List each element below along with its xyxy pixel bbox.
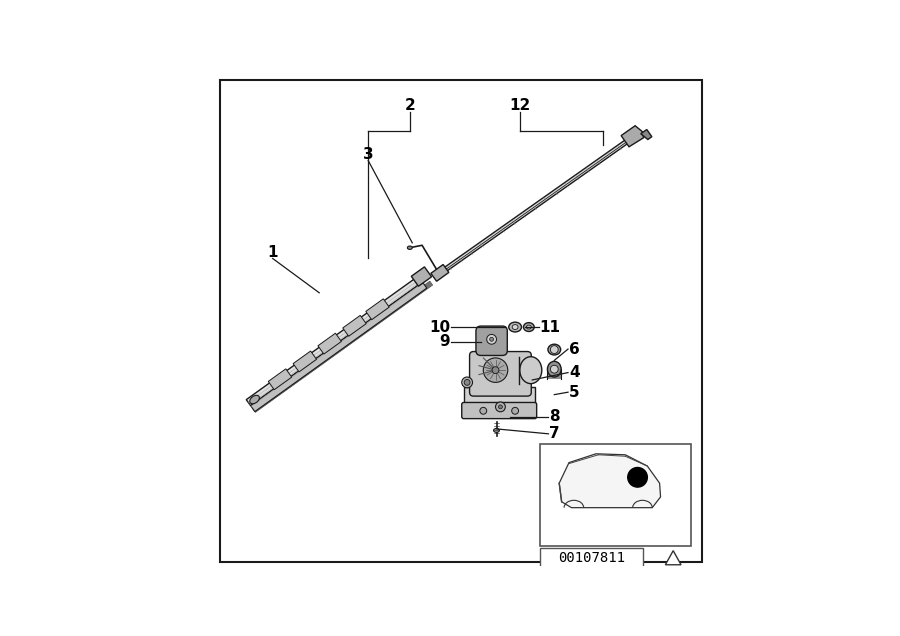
Polygon shape (464, 387, 535, 414)
Circle shape (628, 467, 647, 487)
Text: 7: 7 (549, 426, 560, 441)
Polygon shape (293, 351, 317, 372)
Polygon shape (268, 369, 292, 390)
FancyBboxPatch shape (476, 326, 508, 356)
Polygon shape (250, 282, 427, 411)
Polygon shape (247, 272, 428, 406)
Circle shape (492, 367, 499, 373)
Text: 12: 12 (509, 98, 531, 113)
Polygon shape (437, 137, 631, 276)
Circle shape (512, 408, 518, 414)
Ellipse shape (250, 396, 259, 404)
Ellipse shape (462, 377, 472, 388)
Text: 6: 6 (569, 342, 580, 357)
Ellipse shape (493, 429, 500, 432)
FancyBboxPatch shape (462, 403, 536, 418)
Polygon shape (665, 551, 681, 565)
Polygon shape (411, 267, 432, 286)
Text: 11: 11 (540, 319, 561, 335)
Circle shape (499, 405, 502, 409)
Text: 10: 10 (429, 319, 450, 335)
Ellipse shape (524, 322, 535, 331)
Text: 9: 9 (439, 335, 450, 349)
Polygon shape (621, 126, 644, 147)
Polygon shape (431, 265, 449, 281)
Circle shape (480, 408, 487, 414)
Bar (519, 357, 534, 384)
Polygon shape (365, 299, 389, 320)
Text: 3: 3 (363, 147, 374, 162)
Polygon shape (343, 315, 366, 336)
Text: 5: 5 (569, 385, 580, 399)
Ellipse shape (512, 324, 518, 329)
Bar (540, 444, 691, 546)
Circle shape (551, 365, 558, 373)
Circle shape (496, 402, 505, 411)
Circle shape (483, 358, 508, 382)
Text: 1: 1 (267, 245, 278, 260)
Text: 00107811: 00107811 (558, 551, 625, 565)
Ellipse shape (408, 246, 412, 249)
Ellipse shape (547, 361, 562, 377)
Ellipse shape (520, 357, 542, 384)
Circle shape (487, 335, 497, 344)
Text: 2: 2 (404, 98, 415, 113)
Circle shape (464, 380, 470, 385)
Ellipse shape (508, 322, 521, 332)
Polygon shape (253, 281, 433, 412)
Circle shape (551, 346, 558, 354)
Polygon shape (641, 130, 652, 139)
Ellipse shape (548, 344, 561, 355)
Ellipse shape (526, 325, 531, 329)
Text: 8: 8 (549, 409, 560, 424)
Polygon shape (559, 454, 661, 508)
FancyBboxPatch shape (470, 352, 531, 396)
Polygon shape (318, 333, 341, 354)
Text: 4: 4 (569, 365, 580, 380)
Bar (540, 548, 643, 567)
Circle shape (490, 337, 493, 342)
Bar (547, 369, 562, 379)
